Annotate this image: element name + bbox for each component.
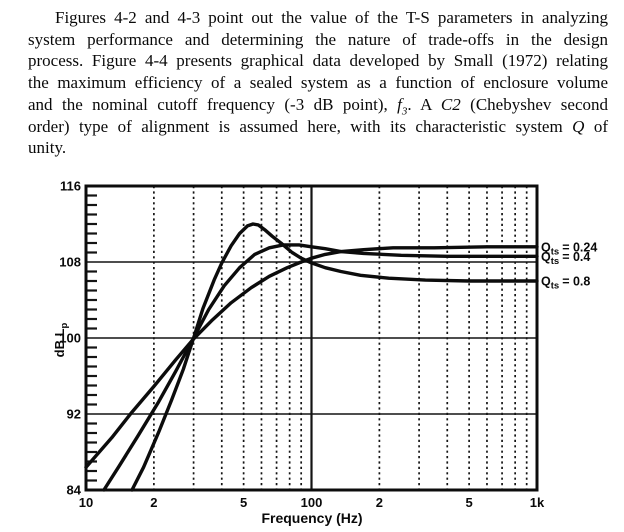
paragraph-line-4: the maximum efficiency of a sealed syste… bbox=[28, 72, 608, 94]
text-run: process. Figure 4-4 presents graphical d… bbox=[28, 51, 608, 71]
text-run: Figures 4-2 and 4-3 point out the value … bbox=[55, 8, 608, 27]
x-tick-label: 10 bbox=[79, 495, 93, 510]
text-run: order) type of alignment is assumed here… bbox=[28, 116, 573, 136]
plot-border bbox=[84, 184, 539, 492]
paragraph-line-6: order) type of alignment is assumed here… bbox=[28, 116, 608, 138]
body-paragraph: Figures 4-2 and 4-3 point out the value … bbox=[28, 7, 608, 159]
y-tick-label: 100 bbox=[59, 331, 81, 346]
y-tick-label: 92 bbox=[67, 407, 81, 422]
paragraph-line-2: system performance and determining the n… bbox=[28, 29, 608, 51]
y-tick-label: 84 bbox=[67, 483, 82, 498]
y-tick-label: 116 bbox=[60, 179, 81, 194]
curve-label-qts-0-24: Qts = 0.24 bbox=[541, 240, 597, 257]
x-tick-label: 5 bbox=[466, 495, 473, 510]
x-tick-label: 1k bbox=[530, 495, 545, 510]
x-tick-label: 2 bbox=[376, 495, 383, 510]
x-tick-label: 100 bbox=[301, 495, 323, 510]
x-axis-title: Frequency (Hz) bbox=[261, 510, 362, 526]
x-tick-label: 5 bbox=[240, 495, 247, 510]
curve-label-qts-0-8: Qts = 0.8 bbox=[541, 275, 590, 292]
text-run: unity. bbox=[28, 138, 67, 158]
paragraph-line-7: unity. bbox=[28, 137, 608, 159]
curve-qts-0-24 bbox=[84, 245, 539, 469]
y-axis-title-base: dB L bbox=[52, 328, 67, 357]
text-run: system performance and determining the n… bbox=[28, 29, 608, 49]
text-run: . A bbox=[407, 94, 441, 114]
y-tick-label: 108 bbox=[59, 255, 81, 270]
text-run: the maximum efficiency of a sealed syste… bbox=[28, 73, 608, 93]
curve-qts-0-8 bbox=[130, 222, 539, 492]
paragraph-line-1: Figures 4-2 and 4-3 point out the value … bbox=[28, 7, 608, 29]
c2-symbol: C2 bbox=[440, 94, 461, 114]
text-run: and the nominal cutoff frequency (-3 dB … bbox=[28, 94, 398, 114]
paragraph-line-5: and the nominal cutoff frequency (-3 dB … bbox=[28, 94, 608, 118]
f3-subscript: 3 bbox=[401, 105, 408, 118]
curve-label-qts-0-4: Qts = 0.4 bbox=[541, 250, 590, 267]
paragraph-line-3: process. Figure 4-4 presents graphical d… bbox=[28, 50, 608, 72]
y-axis-title: dB Lp bbox=[52, 322, 70, 357]
x-tick-label: 2 bbox=[150, 495, 157, 510]
curve-qts-0-4 bbox=[102, 243, 539, 492]
text-run: (Chebyshev second bbox=[460, 94, 608, 114]
text-run: of bbox=[584, 116, 608, 136]
f3-symbol: f bbox=[397, 94, 402, 114]
q-symbol: Q bbox=[572, 116, 585, 136]
y-axis-title-subscript: p bbox=[59, 322, 70, 328]
